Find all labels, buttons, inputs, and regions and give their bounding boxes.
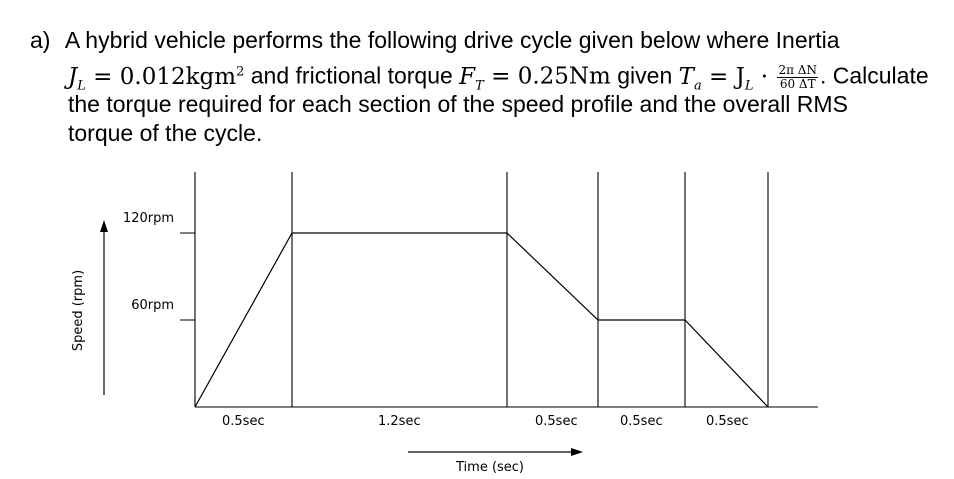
speed-profile-line: [194, 232, 769, 408]
duration-label-2: 1.2sec: [378, 414, 421, 429]
duration-label-4: 0.5sec: [620, 414, 663, 429]
x-axis-label: Time (sec): [456, 460, 525, 475]
accel-torque-equals: = JL ·: [701, 63, 776, 94]
question-text-3: given: [610, 62, 679, 89]
question-line-2: JL = 0.012kgm2 and frictional torque FT …: [68, 56, 929, 101]
duration-label-3: 0.5sec: [535, 414, 578, 429]
chart-gridlines: [194, 172, 769, 407]
axis-arrows: [100, 220, 583, 456]
inertia-value: = 0.012kgm2: [85, 63, 245, 90]
y-axis-label: Speed (rpm): [71, 269, 87, 352]
y-tick-label-60: 60rpm: [131, 298, 174, 313]
duration-label-1: 0.5sec: [222, 414, 265, 429]
friction-value: = 0.25Nm: [483, 63, 611, 90]
accel-torque-symbol: Ta: [678, 63, 702, 94]
question-line-3: the torque required for each section of …: [68, 91, 848, 117]
question-line-1: a) A hybrid vehicle performs the followi…: [30, 25, 840, 56]
x-arrow-head: [571, 448, 583, 456]
y-tick-label-120: 120rpm: [122, 211, 174, 226]
question-marker: a): [30, 27, 51, 53]
question-text-4: . Calculate: [819, 62, 929, 89]
fraction-denominator: 60 ΔT: [779, 77, 816, 92]
fraction-numerator: 2π ΔN: [777, 63, 818, 79]
question-text-1: A hybrid vehicle performs the following …: [64, 27, 840, 53]
question-line-4: torque of the cycle.: [68, 120, 263, 146]
y-arrow-head: [100, 220, 108, 232]
friction-symbol: FT: [459, 63, 484, 94]
question-text-2: and frictional torque: [244, 62, 460, 89]
duration-label-5: 0.5sec: [706, 414, 749, 429]
inertia-symbol: JL: [68, 63, 86, 94]
torque-fraction: 2π ΔN 60 ΔT: [777, 64, 818, 91]
y-tick-marks: [180, 232, 195, 321]
